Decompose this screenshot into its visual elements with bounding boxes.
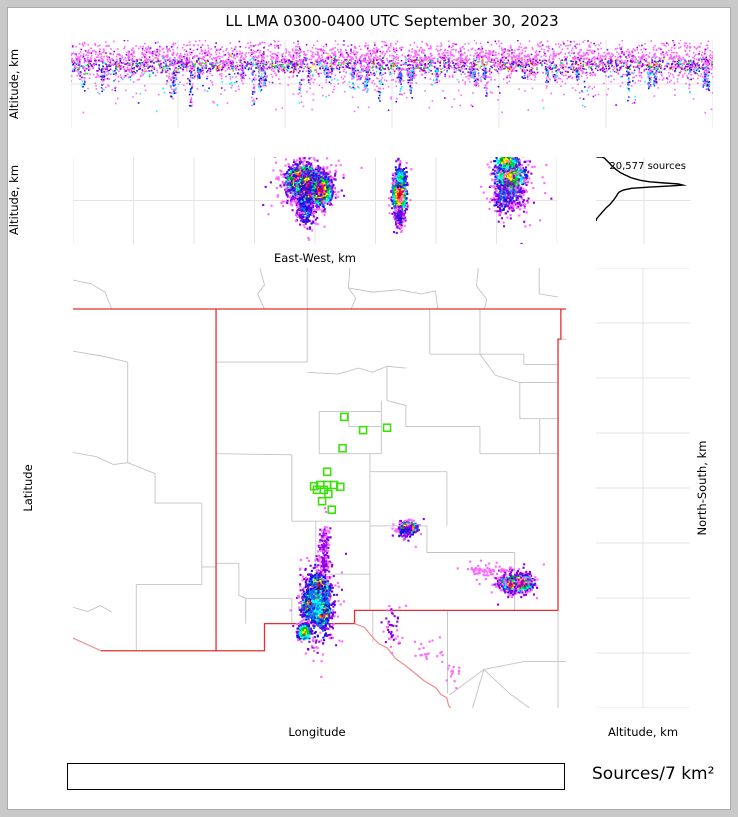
map-xlabel: Longitude	[288, 725, 346, 739]
map-ylabel: Latitude	[21, 464, 35, 512]
page-title: LL LMA 0300-0400 UTC September 30, 2023	[225, 12, 559, 30]
source-count-annotation: 20,577 sources	[609, 161, 686, 172]
ns-height-panel-canvas	[596, 268, 690, 708]
ns-height-xlabel: Altitude, km	[607, 725, 679, 739]
ns-height-ylabel: North-South, km	[695, 440, 709, 536]
time-height-ylabel: Altitude, km	[7, 48, 21, 120]
colorbar-label: Sources/7 km²	[592, 764, 715, 784]
ew-height-xlabel: East-West, km	[274, 251, 356, 265]
ew-height-ylabel: Altitude, km	[7, 164, 21, 236]
time-height-panel-canvas	[71, 40, 713, 128]
map-panel-canvas	[73, 268, 566, 708]
altitude-histogram-panel-canvas	[596, 157, 690, 244]
ew-height-panel-canvas	[73, 157, 557, 244]
colorbar	[67, 763, 565, 790]
